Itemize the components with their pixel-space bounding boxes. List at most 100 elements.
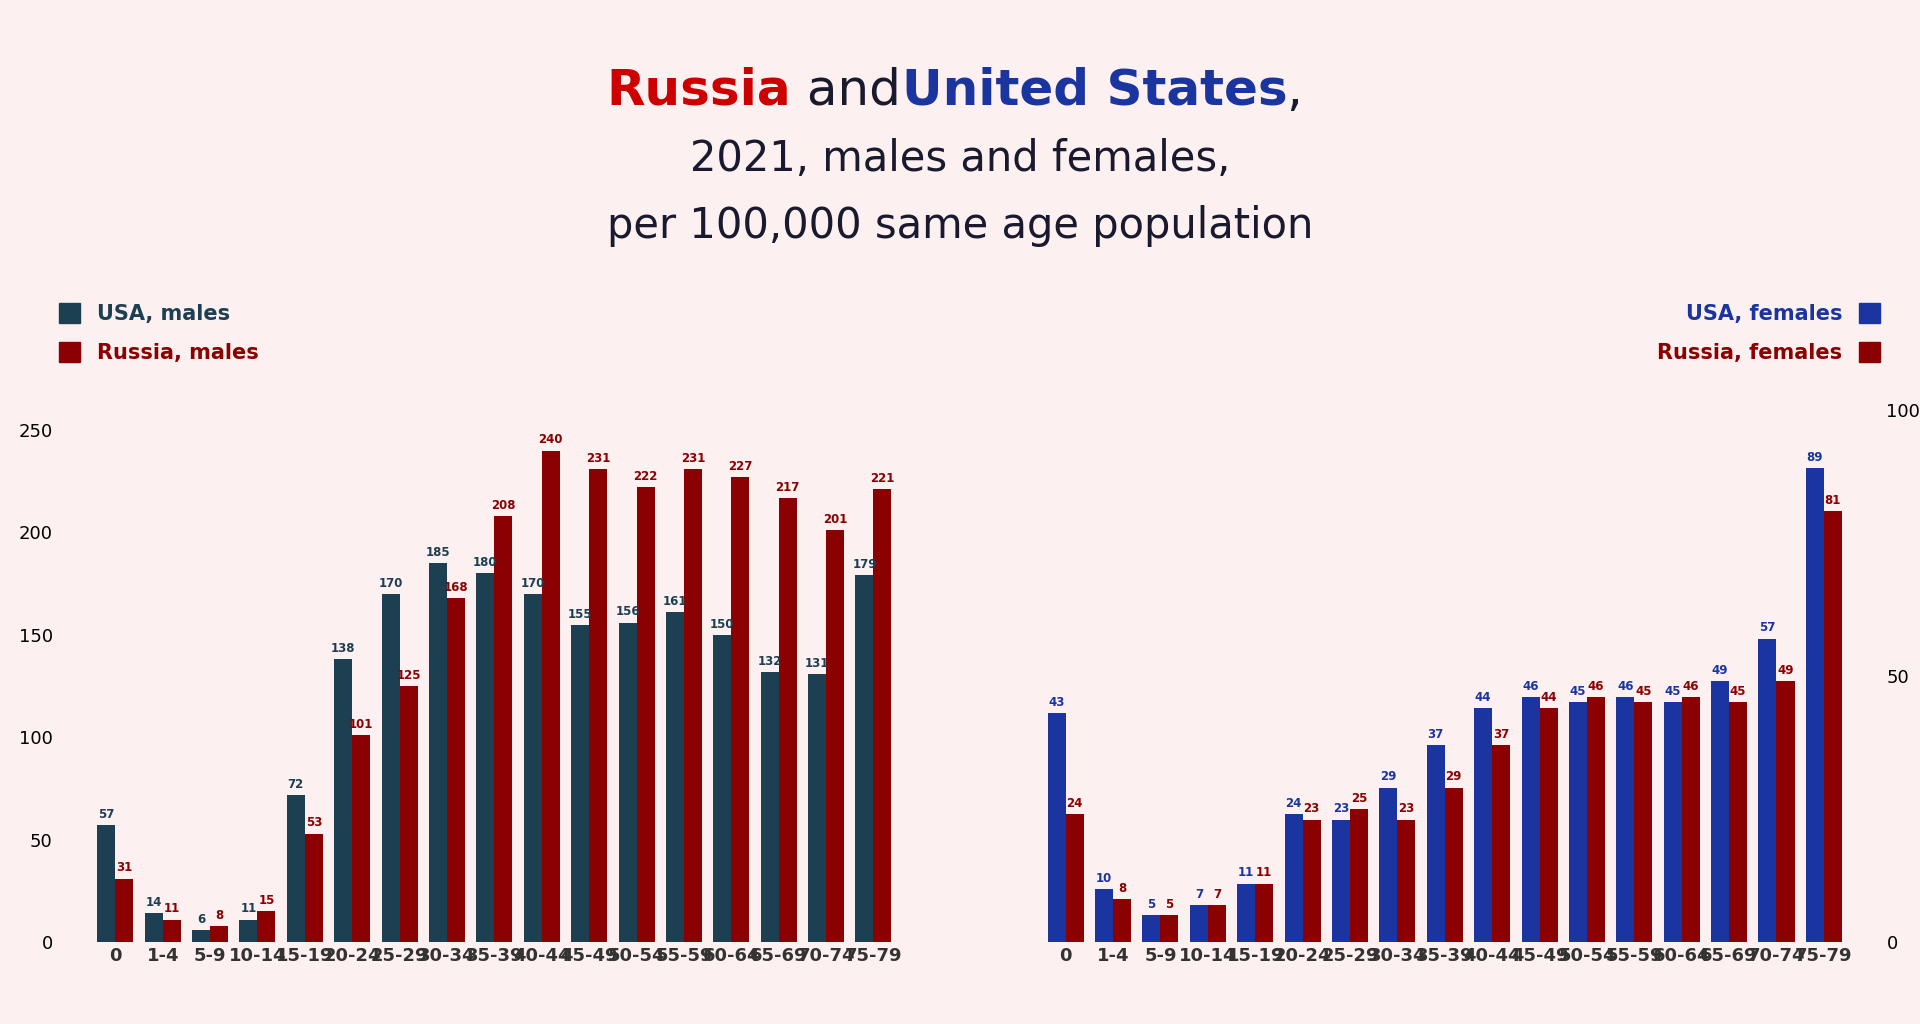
Bar: [1332, 819, 1350, 942]
Text: 57: 57: [98, 808, 115, 821]
Bar: [493, 516, 513, 942]
Bar: [399, 686, 419, 942]
Bar: [856, 575, 874, 942]
Text: 23: 23: [1332, 803, 1350, 815]
Bar: [1665, 702, 1682, 942]
Bar: [428, 563, 447, 942]
Bar: [541, 451, 561, 942]
Bar: [1569, 702, 1588, 942]
Text: 29: 29: [1446, 770, 1461, 783]
Bar: [1634, 702, 1653, 942]
Text: 31: 31: [117, 861, 132, 874]
Legend: USA, females, Russia, females: USA, females, Russia, females: [1657, 303, 1880, 362]
Bar: [1114, 899, 1131, 942]
Text: 180: 180: [472, 556, 497, 569]
Text: 231: 231: [682, 452, 705, 465]
Bar: [1350, 809, 1369, 942]
Text: 46: 46: [1523, 680, 1538, 693]
Text: 15: 15: [259, 894, 275, 907]
Text: and: and: [791, 67, 916, 115]
Text: United States: United States: [902, 67, 1288, 115]
Bar: [192, 930, 209, 942]
Text: 222: 222: [634, 470, 659, 483]
Text: 89: 89: [1807, 451, 1824, 464]
Bar: [618, 623, 637, 942]
Text: 132: 132: [758, 654, 781, 668]
Bar: [589, 469, 607, 942]
Text: 231: 231: [586, 452, 611, 465]
Text: 170: 170: [520, 577, 545, 590]
Bar: [1094, 889, 1114, 942]
Text: 170: 170: [378, 577, 403, 590]
Bar: [1256, 884, 1273, 942]
Bar: [305, 834, 323, 942]
Text: 23: 23: [1304, 803, 1319, 815]
Bar: [666, 612, 684, 942]
Text: 5: 5: [1165, 898, 1173, 911]
Text: 37: 37: [1428, 728, 1444, 740]
Bar: [570, 625, 589, 942]
Bar: [1398, 819, 1415, 942]
Bar: [524, 594, 541, 942]
Bar: [1427, 745, 1444, 942]
Bar: [334, 659, 351, 942]
Text: 24: 24: [1286, 797, 1302, 810]
Text: 10: 10: [1096, 871, 1112, 885]
Text: 5: 5: [1148, 898, 1156, 911]
Text: 45: 45: [1636, 685, 1651, 698]
Text: 46: 46: [1617, 680, 1634, 693]
Bar: [1521, 697, 1540, 942]
Bar: [1807, 468, 1824, 942]
Bar: [1236, 884, 1256, 942]
Text: per 100,000 same age population: per 100,000 same age population: [607, 205, 1313, 247]
Bar: [1142, 915, 1160, 942]
Bar: [1208, 905, 1225, 942]
Bar: [1682, 697, 1699, 942]
Text: 131: 131: [804, 656, 829, 670]
Text: 53: 53: [305, 816, 323, 829]
Bar: [382, 594, 399, 942]
Bar: [257, 911, 275, 942]
Bar: [1284, 814, 1302, 942]
Bar: [1617, 697, 1634, 942]
Text: 14: 14: [146, 896, 161, 909]
Text: 23: 23: [1398, 803, 1415, 815]
Text: 221: 221: [870, 472, 895, 485]
Text: 201: 201: [824, 513, 847, 526]
Bar: [1302, 819, 1321, 942]
Bar: [760, 672, 780, 942]
Bar: [1048, 713, 1066, 942]
Text: 6: 6: [198, 912, 205, 926]
Text: 45: 45: [1730, 685, 1747, 698]
Bar: [1492, 745, 1511, 942]
Text: 155: 155: [568, 607, 593, 621]
Bar: [1588, 697, 1605, 942]
Bar: [808, 674, 826, 942]
Text: 43: 43: [1048, 696, 1066, 709]
Bar: [1160, 915, 1179, 942]
Bar: [163, 920, 180, 942]
Text: 57: 57: [1759, 622, 1776, 634]
Text: 45: 45: [1665, 685, 1682, 698]
Text: 240: 240: [538, 433, 563, 446]
Text: ,: ,: [1286, 67, 1302, 115]
Bar: [351, 735, 371, 942]
Text: 11: 11: [1256, 866, 1273, 880]
Text: 25: 25: [1352, 792, 1367, 805]
Bar: [1475, 708, 1492, 942]
Text: 8: 8: [1117, 883, 1127, 895]
Text: 168: 168: [444, 581, 468, 594]
Text: 156: 156: [614, 605, 639, 618]
Bar: [286, 795, 305, 942]
Bar: [1711, 681, 1730, 942]
Bar: [1066, 814, 1083, 942]
Text: 45: 45: [1571, 685, 1586, 698]
Bar: [1379, 787, 1398, 942]
Text: 49: 49: [1778, 664, 1793, 677]
Text: 46: 46: [1682, 680, 1699, 693]
Text: 72: 72: [288, 777, 303, 791]
Text: 49: 49: [1713, 664, 1728, 677]
Bar: [874, 489, 891, 942]
Bar: [476, 573, 493, 942]
Text: 179: 179: [852, 558, 877, 571]
